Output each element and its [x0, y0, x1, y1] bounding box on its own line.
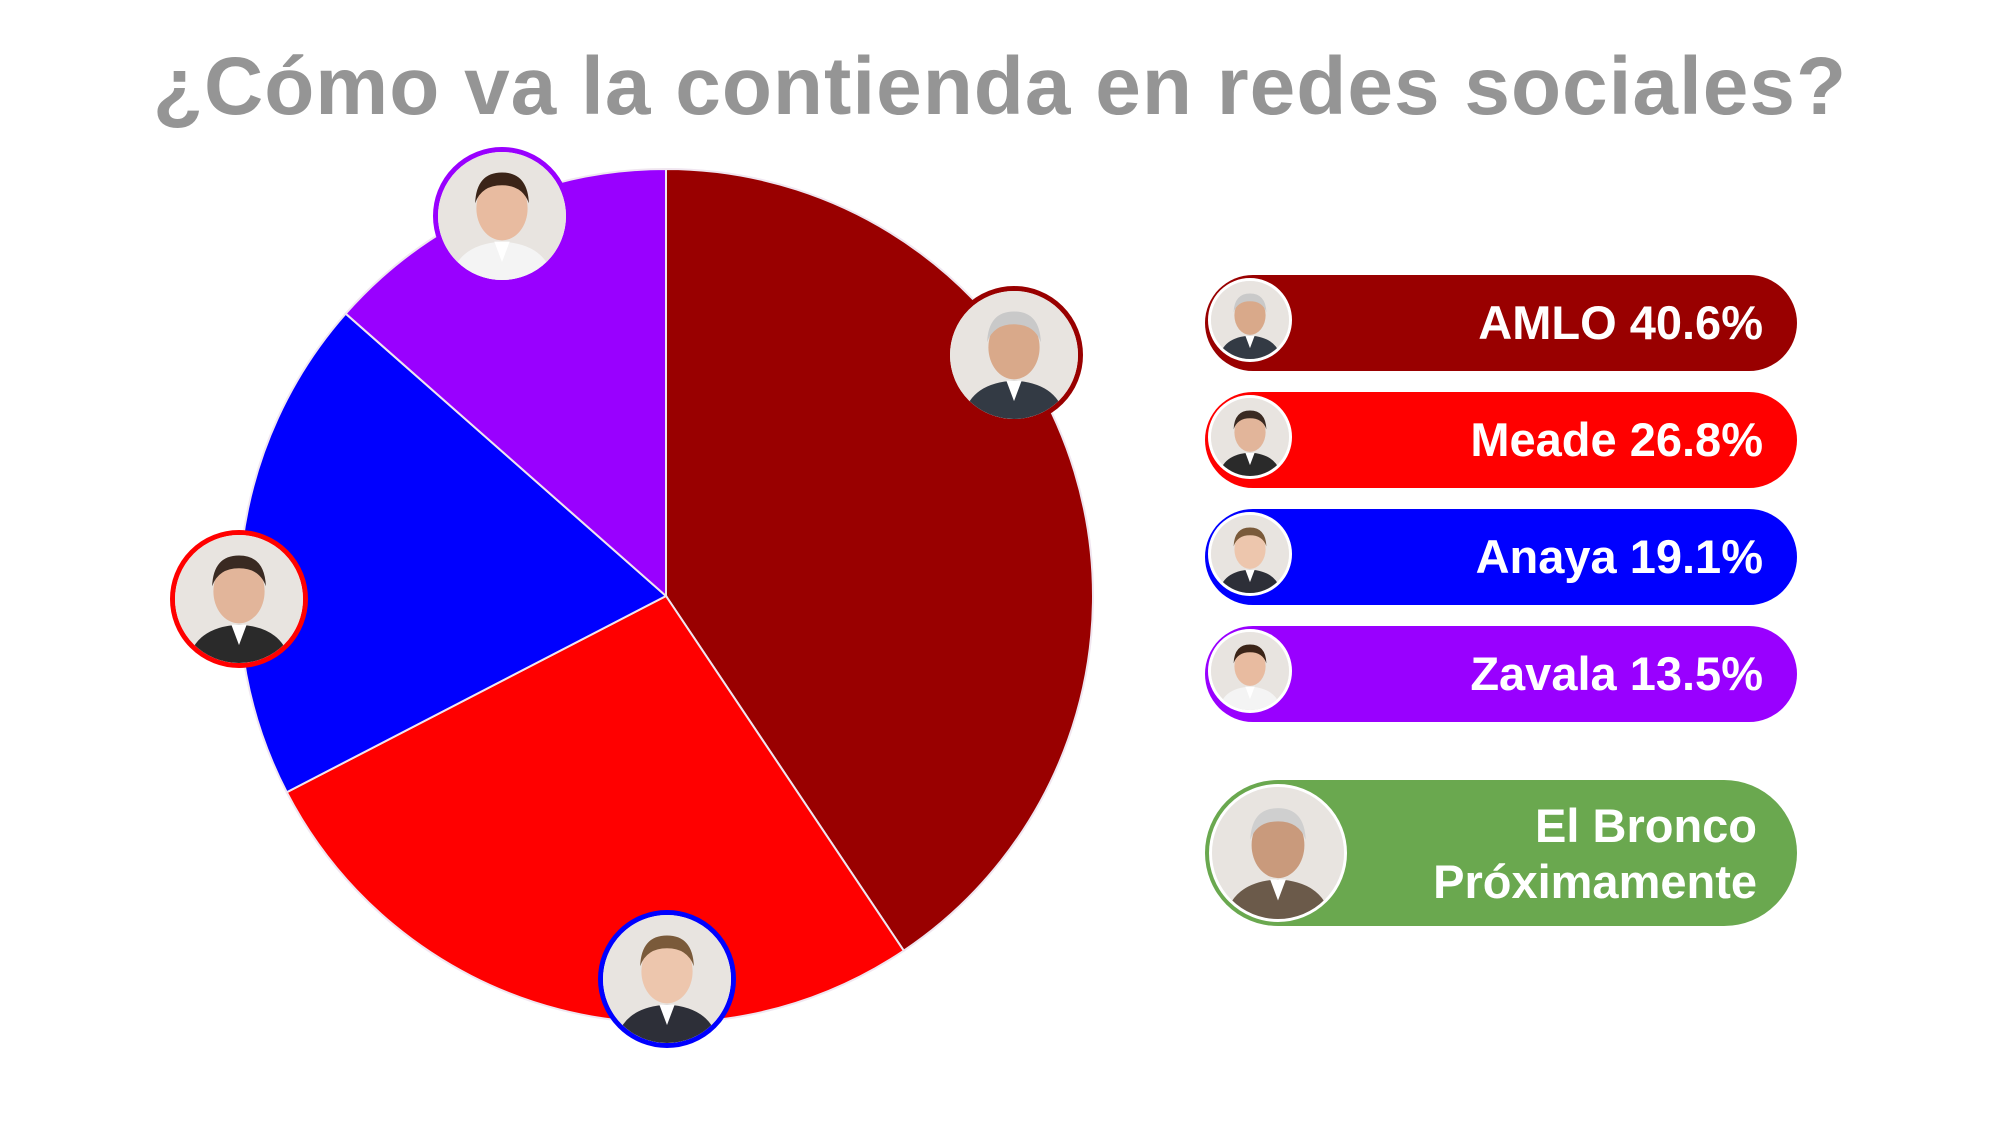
anaya-photo-icon: [598, 910, 736, 1048]
legend-value: 19.1%: [1629, 530, 1763, 583]
meade-photo-icon: [1208, 395, 1292, 479]
chart-title: ¿Cómo va la contienda en redes sociales?: [152, 41, 1848, 132]
bronco-status: Próximamente: [1433, 855, 1757, 908]
bronco-card: El Bronco Próximamente: [1205, 780, 1797, 926]
bronco-photo-icon: [1209, 784, 1347, 922]
legend-item-meade: Meade 26.8%: [1205, 392, 1797, 488]
bronco-name: El Bronco: [1535, 799, 1757, 852]
legend-item-amlo: AMLO 40.6%: [1205, 275, 1797, 371]
legend-value: 26.8%: [1629, 413, 1763, 466]
zavala-photo-icon: [1208, 629, 1292, 713]
zavala-photo-icon: [433, 147, 571, 285]
pie-slice-meade: [285, 594, 906, 1024]
legend-value: 13.5%: [1629, 647, 1763, 700]
legend-label: AMLO: [1478, 296, 1617, 349]
legend-label: Zavala: [1470, 647, 1617, 700]
legend-label: Anaya: [1475, 530, 1617, 583]
legend-value: 40.6%: [1629, 296, 1763, 349]
amlo-photo-icon: [945, 286, 1083, 424]
legend-label: Meade: [1470, 413, 1617, 466]
legend-item-anaya: Anaya 19.1%: [1205, 509, 1797, 605]
legend-item-zavala: Zavala 13.5%: [1205, 626, 1797, 722]
anaya-photo-icon: [1208, 512, 1292, 596]
meade-photo-icon: [170, 530, 308, 668]
amlo-photo-icon: [1208, 278, 1292, 362]
